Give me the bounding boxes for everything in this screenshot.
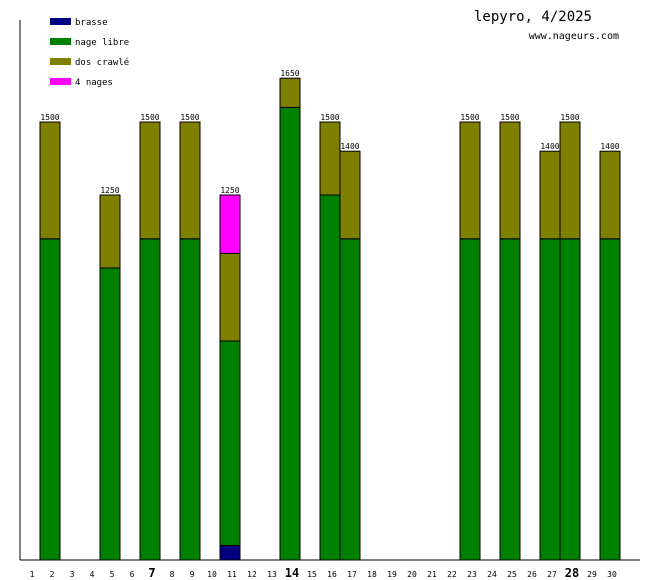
x-tick-label-15: 15 [307,570,317,579]
bar-day17-nage-libre [339,238,361,561]
bar-day9-nage-libre [179,238,201,561]
bar-day11-4-nages [219,194,241,254]
bar-day11-dos-crawlé [219,252,241,342]
x-tick-label-27: 27 [547,570,557,579]
bar-day16-dos-crawlé [319,121,341,196]
x-tick-label-28: 28 [565,566,579,580]
bar-day9-dos-crawlé [179,121,201,240]
bar-day25-dos-crawlé [499,121,521,240]
bar-day11-nage-libre [219,340,241,546]
x-tick-label-1: 1 [30,570,35,579]
bar-day2-nage-libre [39,238,61,561]
x-tick-label-3: 3 [70,570,75,579]
x-tick-label-29: 29 [587,570,597,579]
bar-day11-brasse [219,544,241,561]
data-label-day23: 1500 [460,113,479,122]
legend-label-2: dos crawlé [75,57,129,68]
bar-day2-dos-crawlé [39,121,61,240]
x-tick-label-2: 2 [50,570,55,579]
bar-day23-nage-libre [459,238,481,561]
x-tick-label-7: 7 [148,566,155,580]
bar-day14-nage-libre [279,106,301,561]
x-tick-label-26: 26 [527,570,537,579]
x-tick-label-24: 24 [487,570,497,579]
x-tick-label-23: 23 [467,570,477,579]
bar-day27-dos-crawlé [539,150,561,240]
x-tick-label-21: 21 [427,570,437,579]
data-label-day14: 1650 [280,69,299,78]
x-tick-label-30: 30 [607,570,617,579]
bar-day7-nage-libre [139,238,161,561]
data-label-day7: 1500 [140,113,159,122]
bar-day5-nage-libre [99,267,121,561]
x-tick-label-11: 11 [227,570,237,579]
x-tick-label-8: 8 [170,570,175,579]
x-tick-label-16: 16 [327,570,337,579]
legend-label-1: nage libre [75,38,129,48]
bar-day17-dos-crawlé [339,150,361,240]
x-tick-label-9: 9 [190,570,195,579]
x-tick-label-20: 20 [407,570,417,579]
x-tick-label-22: 22 [447,570,457,579]
legend-swatch-1 [50,38,71,45]
data-label-day28: 1500 [560,113,579,122]
x-tick-label-19: 19 [387,570,397,579]
bar-day25-nage-libre [499,238,521,561]
legend-swatch-2 [50,58,71,65]
chart-title: lepyro, 4/2025 [473,9,592,25]
bar-day27-nage-libre [539,238,561,561]
x-tick-label-17: 17 [347,570,357,579]
legend-swatch-0 [50,18,71,25]
x-tick-label-5: 5 [110,570,115,579]
bar-day30-nage-libre [599,238,621,561]
legend-label-0: brasse [75,18,108,28]
bar-day7-dos-crawlé [139,121,161,240]
data-label-day17: 1400 [340,142,359,151]
bar-day30-dos-crawlé [599,150,621,240]
data-label-day27: 1400 [540,142,559,151]
x-tick-label-4: 4 [90,570,95,579]
legend-label-3: 4 nages [75,78,113,88]
data-label-day25: 1500 [500,113,519,122]
data-label-day11: 1250 [220,186,239,195]
x-tick-label-25: 25 [507,570,517,579]
bar-day28-nage-libre [559,238,581,561]
bar-day16-nage-libre [319,194,341,561]
bar-day5-dos-crawlé [99,194,121,269]
bar-day23-dos-crawlé [459,121,481,240]
chart-subtitle: www.nageurs.com [528,31,619,42]
data-label-day16: 1500 [320,113,339,122]
x-tick-label-10: 10 [207,570,217,579]
bar-day28-dos-crawlé [559,121,581,240]
x-tick-label-14: 14 [285,566,299,580]
x-tick-label-12: 12 [247,570,257,579]
legend-swatch-3 [50,78,71,85]
data-label-day9: 1500 [180,113,199,122]
data-label-day5: 1250 [100,186,119,195]
x-tick-label-6: 6 [130,570,135,579]
bar-day14-dos-crawlé [279,77,301,108]
x-tick-label-13: 13 [267,570,277,579]
data-label-day2: 1500 [40,113,59,122]
data-label-day30: 1400 [600,142,619,151]
x-tick-label-18: 18 [367,570,377,579]
